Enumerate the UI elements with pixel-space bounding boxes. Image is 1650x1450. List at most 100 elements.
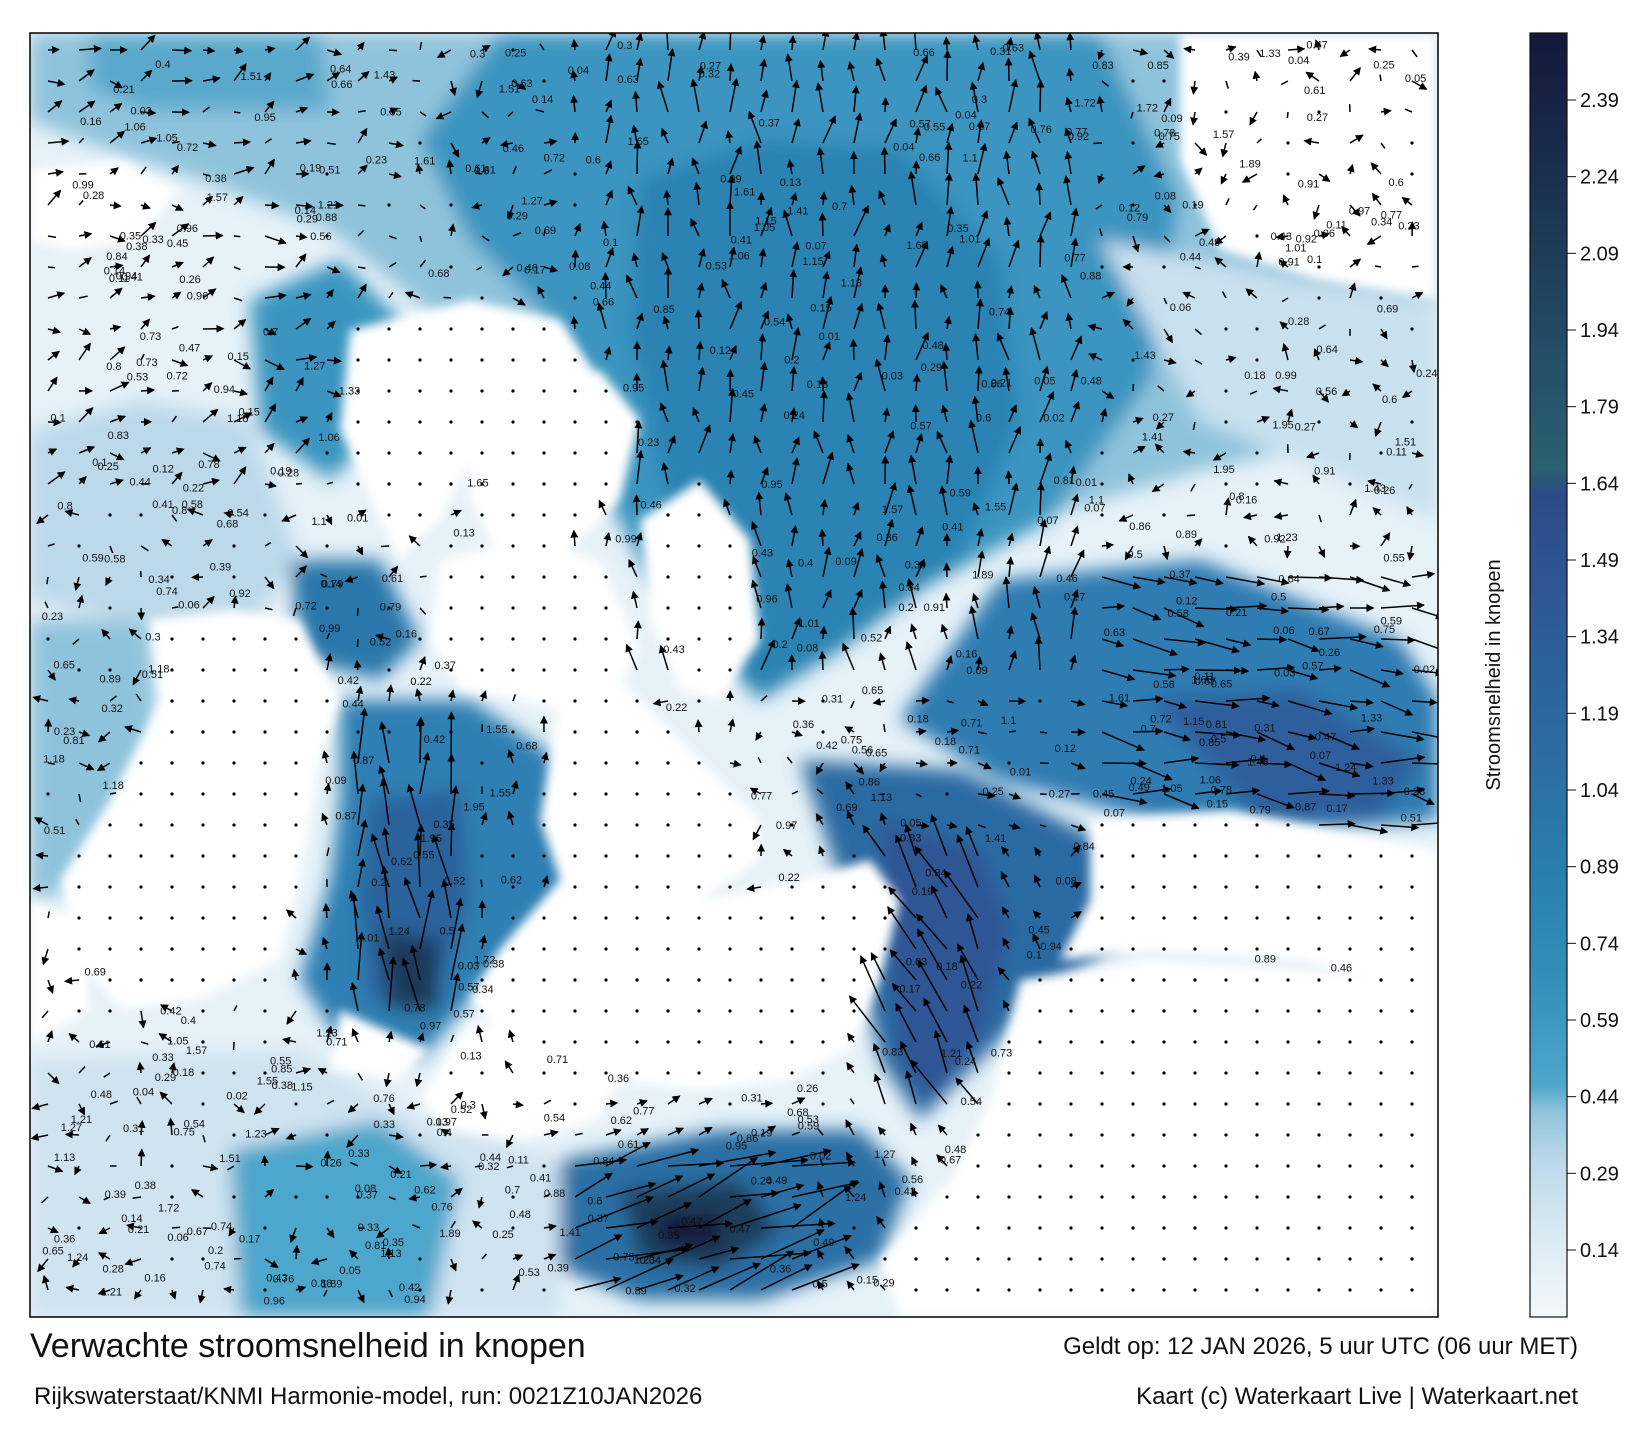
current-arrow [1349, 576, 1391, 593]
grid-dot [1193, 1195, 1197, 1199]
grid-dot [480, 606, 484, 610]
current-arrow [1194, 638, 1240, 654]
speed-label: 0.38 [205, 173, 226, 185]
current-arrow [1028, 50, 1041, 82]
current-arrow [1252, 204, 1258, 211]
current-arrow [109, 102, 123, 113]
grid-dot [635, 916, 639, 920]
current-arrow [202, 75, 221, 84]
current-arrow [441, 878, 452, 919]
current-arrow [135, 693, 142, 702]
speed-label: 0.51 [44, 825, 65, 837]
current-arrow [1256, 576, 1290, 586]
current-arrow [878, 793, 886, 796]
current-arrow [847, 1032, 856, 1043]
grid-dot [821, 1071, 825, 1075]
current-arrow [233, 297, 243, 302]
current-arrow [388, 171, 402, 180]
grid-dot [170, 699, 174, 703]
speed-label: 0.79 [1127, 212, 1148, 224]
grid-dot [1255, 1288, 1259, 1292]
current-arrow [539, 43, 545, 51]
current-arrow [136, 1061, 145, 1074]
current-arrow [972, 333, 981, 361]
current-arrow [605, 247, 615, 268]
current-arrow [370, 833, 390, 888]
grid-dot [697, 606, 701, 610]
current-arrow [292, 607, 297, 617]
speed-label: 0.48 [945, 1144, 966, 1156]
grid-dot [1100, 1102, 1104, 1106]
current-arrow [760, 1264, 813, 1291]
current-arrow [1408, 483, 1413, 490]
grid-dot [1162, 1226, 1166, 1230]
speed-label: 0.52 [451, 1104, 472, 1116]
current-arrow [140, 202, 151, 210]
current-arrow [357, 127, 368, 144]
current-arrow [943, 869, 979, 919]
speed-label: 1.06 [728, 250, 749, 262]
current-arrow [124, 1258, 142, 1266]
current-arrow [1008, 404, 1018, 423]
grid-dot [511, 606, 515, 610]
speed-label: 0.21 [991, 378, 1012, 390]
current-arrow [813, 430, 824, 454]
current-arrow [223, 1285, 235, 1294]
current-arrow [34, 817, 49, 826]
grid-dot [511, 637, 515, 641]
current-arrow [46, 576, 49, 585]
current-arrow [873, 1073, 886, 1105]
current-arrow [1225, 731, 1267, 743]
grid-dot [139, 823, 143, 827]
speed-label: 0.61 [1304, 85, 1325, 97]
current-arrow [1068, 465, 1077, 485]
current-arrow [233, 466, 247, 485]
current-arrow [543, 138, 558, 147]
current-arrow [1163, 297, 1168, 305]
current-arrow [78, 295, 88, 299]
current-arrow [760, 1148, 832, 1167]
current-arrow [1380, 731, 1425, 743]
current-arrow [1039, 365, 1050, 392]
speed-label: 0.47 [681, 1216, 702, 1228]
current-arrow [64, 1130, 80, 1139]
current-arrow [1088, 353, 1103, 361]
current-arrow [506, 204, 515, 220]
current-arrow [791, 118, 801, 144]
current-arrow [667, 1219, 734, 1229]
grid-dot [1224, 885, 1228, 889]
grid-dot [1007, 761, 1011, 765]
grid-dot [728, 978, 732, 982]
current-arrow [512, 166, 517, 175]
grid-dot [294, 668, 298, 672]
speed-label: 1.24 [67, 1252, 88, 1264]
grid-dot [1286, 1102, 1290, 1106]
speed-label: 0.29 [155, 1072, 176, 1084]
current-arrow [1287, 45, 1306, 54]
current-arrow [202, 256, 215, 268]
grid-dot [1131, 1164, 1135, 1168]
speed-label: 0.4 [437, 1127, 452, 1139]
current-arrow [635, 532, 643, 547]
speed-label: 1.15 [755, 215, 776, 227]
current-arrow [171, 447, 185, 456]
speed-label: 0.32 [102, 703, 123, 715]
speed-label: 0.35 [383, 1237, 404, 1249]
speed-label: 0.79 [1250, 805, 1271, 817]
speed-label: 1.13 [871, 792, 892, 804]
current-arrow [1194, 787, 1223, 796]
speed-label: 0.78 [404, 1003, 425, 1015]
current-arrow [570, 315, 579, 330]
speed-label: 0.33 [348, 1148, 369, 1160]
current-arrow [326, 1099, 335, 1105]
current-arrow [1404, 108, 1413, 113]
grid-dot [77, 947, 81, 951]
grid-dot [666, 792, 670, 796]
current-arrow [202, 1163, 219, 1172]
speed-label: 0.03 [906, 956, 927, 968]
speed-label: 0.12 [710, 345, 731, 357]
current-arrow [1183, 45, 1196, 54]
current-arrow [1312, 474, 1321, 485]
grid-dot [1317, 1195, 1321, 1199]
grid-dot [542, 668, 546, 672]
